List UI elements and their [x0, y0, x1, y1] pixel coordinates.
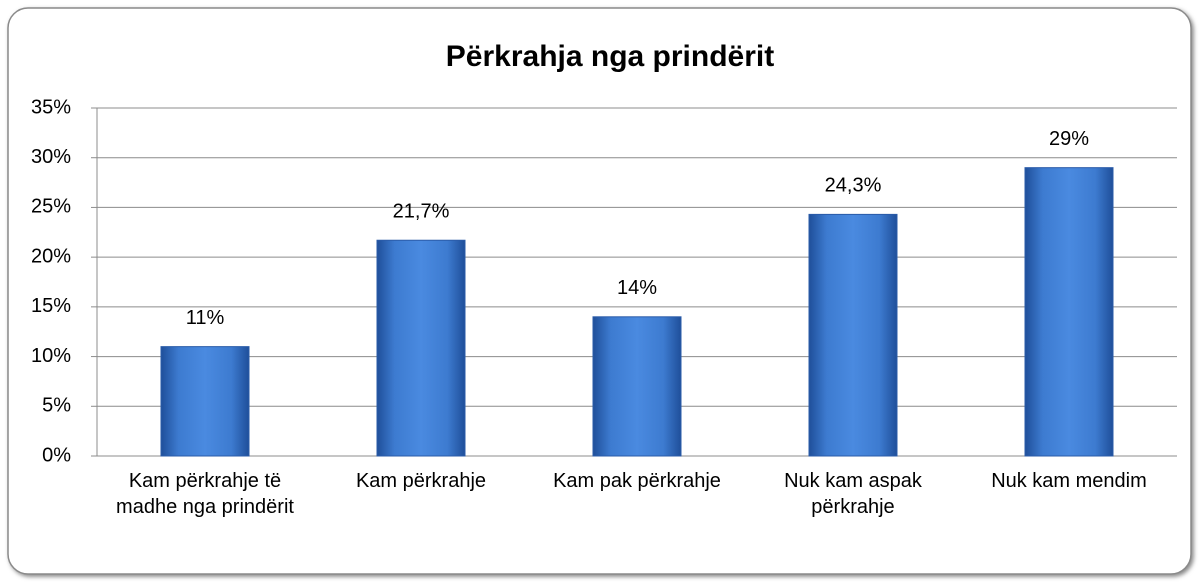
y-tick-label: 25% [31, 196, 71, 218]
x-tick-label: Kam përkrahje të madhe nga prindërit [116, 470, 294, 518]
y-tick-label: 20% [31, 245, 71, 267]
bar [1024, 167, 1114, 457]
y-tick-label: 5% [42, 395, 71, 417]
x-tick-label: Kam përkrahje [355, 470, 487, 492]
y-tick-label: 35% [31, 96, 71, 118]
data-label: 24,3% [825, 175, 882, 197]
y-tick-label: 15% [31, 295, 71, 317]
y-tick-label: 30% [31, 146, 71, 168]
bar [160, 346, 250, 457]
chart-title: Përkrahja nga prindërit [446, 40, 774, 73]
data-label: 14% [617, 277, 657, 299]
x-tick-label: Nuk kam aspak përkrahje [784, 470, 922, 518]
y-tick-label: 0% [42, 444, 71, 466]
data-label: 21,7% [393, 201, 450, 223]
bar [808, 213, 898, 457]
bar [376, 239, 466, 457]
data-label: 29% [1049, 128, 1089, 150]
y-tick-label: 10% [31, 345, 71, 367]
bar [592, 316, 682, 457]
data-label: 11% [186, 307, 225, 329]
x-tick-label: Kam pak përkrahje [553, 470, 721, 492]
x-tick-label: Nuk kam mendim [991, 470, 1147, 492]
